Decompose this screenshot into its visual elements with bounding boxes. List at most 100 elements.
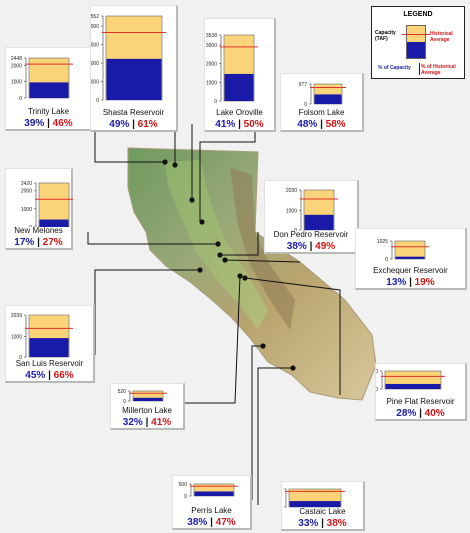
pct-of-historical: 40%	[424, 408, 445, 419]
y-tick-label: 2000	[11, 63, 22, 69]
y-tick-label: 2448	[11, 56, 22, 62]
reservoir-name: Perris Lake	[191, 506, 232, 515]
reservoir-name: Lake Oroville	[216, 108, 263, 117]
bar-chart-folsom-lake: 977 0	[299, 82, 346, 108]
y-tick-label: 977	[299, 82, 308, 88]
pct-separator: |	[235, 119, 244, 130]
legend-capacity-label: Capacity (TAF)	[375, 30, 396, 42]
bar-chart-don-pedro-reservoir: 2030 1000 0	[286, 188, 338, 231]
reservoir-percentages: 28% | 40%	[376, 408, 465, 419]
pct-separator: |	[317, 119, 326, 130]
bar-chart-san-luis-reservoir: 2039 1000 0	[11, 313, 73, 360]
y-tick-label: 4552	[91, 14, 99, 20]
y-tick-label: 1000	[206, 80, 217, 86]
y-tick-label: 0	[214, 99, 217, 105]
location-dot-millerton-lake	[237, 273, 243, 279]
pct-of-historical: 50%	[243, 119, 264, 130]
sierra-nevada	[230, 168, 295, 330]
reservoir-percentages: 33% | 38%	[282, 518, 363, 529]
reservoir-card-perris-lake: 500 0 Perris Lake 38% | 47%	[172, 475, 252, 530]
pct-of-historical: 19%	[414, 277, 435, 288]
location-dot-perris-lake	[260, 343, 266, 349]
reservoir-percentages: 39% | 46%	[6, 118, 91, 129]
y-tick-label: 1000	[91, 80, 99, 86]
location-dot-castaic-lake	[290, 365, 296, 371]
pct-separator: |	[306, 241, 316, 252]
connector-castaic-lake	[257, 367, 293, 505]
pct-of-capacity: 17%	[14, 237, 35, 248]
location-dot-shasta-reservoir	[172, 162, 178, 168]
pct-separator: |	[34, 237, 43, 248]
reservoir-percentages: 17% | 27%	[6, 237, 71, 248]
connector-millerton-lake	[185, 275, 241, 404]
y-tick-label: 0	[376, 387, 378, 393]
reservoir-card-san-luis-reservoir: 2039 1000 0 San Luis Reservoir 45% | 66%	[5, 305, 95, 383]
pct-of-capacity: 13%	[386, 277, 407, 288]
storage-bar	[395, 256, 425, 259]
legend: LEGEND Capacity (TAF) Historical Average…	[371, 6, 465, 79]
reservoir-percentages: 45% | 66%	[6, 370, 93, 381]
pct-of-historical: 66%	[53, 370, 74, 381]
storage-bar	[304, 214, 334, 230]
storage-bar	[133, 397, 163, 401]
reservoir-percentages: 48% | 58%	[281, 119, 362, 130]
y-tick-label: 0	[19, 96, 22, 102]
bar-chart-millerton-lake: 520 0	[118, 389, 167, 405]
pct-of-capacity: 33%	[298, 518, 319, 529]
location-dot-new-melones	[215, 241, 221, 247]
connector-san-luis-reservoir	[94, 269, 200, 355]
bar-chart-shasta-reservoir: 4552 4000 3000 2000 1000 0	[91, 14, 166, 104]
pct-of-historical: 47%	[215, 517, 236, 528]
pct-of-capacity: 38%	[187, 517, 208, 528]
y-tick-label: 0	[123, 399, 126, 405]
legend-storage-swatch	[407, 42, 425, 58]
reservoir-name: Folsom Lake	[298, 108, 345, 117]
connector-new-melones	[87, 232, 218, 245]
pct-of-capacity: 49%	[109, 119, 130, 130]
pct-of-capacity: 28%	[396, 408, 417, 419]
y-tick-label: 2420	[21, 181, 32, 187]
storage-bar	[106, 58, 162, 100]
pct-separator: |	[416, 408, 425, 419]
pct-of-historical: 61%	[137, 119, 158, 130]
pct-of-capacity: 41%	[215, 119, 236, 130]
reservoir-card-trinity-lake: 2448 2000 1000 0 Trinity Lake 39% | 46%	[5, 47, 93, 131]
y-tick-label: 1000	[21, 207, 32, 213]
connector-don-pedro-reservoir	[220, 232, 259, 256]
y-tick-label: 0	[184, 494, 187, 500]
y-tick-label: 3538	[206, 33, 217, 39]
y-tick-label: 0	[96, 98, 99, 104]
legend-historical-line	[402, 34, 430, 35]
y-tick-label: 1025	[377, 239, 388, 245]
bar-chart-castaic-lake: 3250	[282, 487, 345, 508]
y-tick-label: 0	[304, 102, 307, 108]
legend-divider	[419, 63, 420, 75]
capacity-bar	[394, 240, 426, 260]
reservoir-percentages: 49% | 61%	[91, 119, 176, 130]
location-dot-lake-oroville	[189, 197, 195, 203]
reservoir-percentages: 38% | 47%	[173, 517, 250, 528]
legend-title: LEGEND	[403, 11, 433, 18]
reservoir-name: Castaic Lake	[299, 507, 346, 516]
reservoir-card-pine-flat-reservoir: 1000 0 Pine Flat Reservoir 28% | 40%	[375, 363, 467, 421]
y-tick-label: 2000	[91, 61, 99, 67]
pct-of-capacity: 32%	[122, 417, 143, 428]
storage-bar	[29, 338, 69, 357]
pct-of-capacity: 45%	[25, 370, 46, 381]
y-tick-label: 520	[118, 389, 127, 395]
bar-chart-exchequer-reservoir: 1025 0	[377, 239, 429, 263]
pct-separator: |	[45, 370, 54, 381]
location-dot-don-pedro-reservoir	[217, 252, 223, 258]
pct-separator: |	[318, 518, 327, 529]
pct-of-capacity: 38%	[286, 241, 307, 252]
storage-bar	[29, 82, 69, 98]
y-tick-label: 0	[385, 257, 388, 263]
connector-pine-flat-reservoir	[244, 277, 341, 395]
bar-chart-perris-lake: 500 0	[179, 482, 238, 500]
location-markers	[162, 159, 296, 371]
reservoir-card-folsom-lake: 977 0 Folsom Lake 48% | 58%	[280, 73, 364, 132]
reservoir-name: Pine Flat Reservoir	[386, 397, 455, 406]
reservoir-percentages: 13% | 19%	[356, 277, 465, 288]
